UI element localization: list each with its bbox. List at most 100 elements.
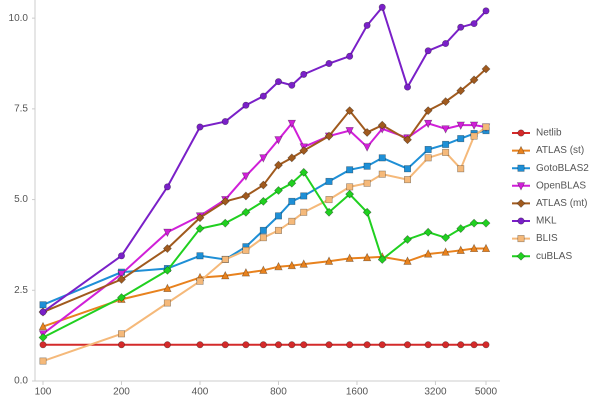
point [259, 341, 267, 349]
point [38, 333, 48, 342]
point [287, 178, 297, 188]
point [346, 166, 354, 174]
x-tick-label: 3200 [424, 387, 447, 398]
legend-label: MKL [536, 216, 557, 227]
point [442, 341, 450, 349]
legend-marker [517, 129, 525, 137]
point [300, 208, 308, 216]
point [470, 132, 478, 140]
point [482, 123, 490, 131]
point [362, 128, 372, 137]
point [324, 131, 334, 141]
point [378, 3, 386, 11]
point [456, 245, 465, 254]
point [299, 259, 308, 268]
point [274, 212, 282, 220]
point [288, 217, 296, 225]
legend-marker [516, 182, 526, 191]
point [404, 341, 412, 349]
point [378, 341, 386, 349]
point [117, 341, 125, 349]
point [220, 218, 230, 228]
point [403, 135, 412, 145]
point [424, 154, 432, 162]
point [39, 308, 47, 316]
point [299, 167, 309, 177]
point [300, 70, 308, 78]
point [242, 101, 250, 109]
point [258, 180, 268, 190]
point [241, 267, 251, 277]
point [274, 226, 282, 234]
point [287, 260, 297, 270]
point [470, 20, 478, 28]
point [469, 121, 479, 131]
point [456, 86, 466, 96]
point [481, 64, 491, 74]
point [287, 153, 297, 163]
point [423, 249, 433, 258]
point [470, 341, 478, 349]
point [424, 341, 432, 349]
line [42, 121, 487, 335]
point [345, 253, 354, 262]
point [345, 189, 355, 199]
y-tick-label: 2.5 [14, 285, 28, 296]
point [274, 186, 283, 195]
line [42, 170, 486, 339]
point [457, 135, 465, 143]
point [377, 120, 387, 130]
legend-label: ATLAS (st) [536, 145, 584, 156]
point [221, 255, 229, 263]
point [441, 97, 451, 107]
line [42, 247, 486, 328]
point [442, 148, 450, 156]
point [363, 179, 371, 187]
point [457, 165, 465, 173]
point [469, 243, 479, 253]
point [346, 341, 354, 349]
point [457, 341, 465, 349]
point [362, 252, 372, 262]
point [163, 228, 172, 238]
point [424, 145, 432, 153]
legend-marker [516, 251, 526, 261]
legend-label: ATLAS (mt) [536, 198, 587, 209]
point [196, 123, 204, 131]
point [300, 192, 308, 200]
point [241, 207, 251, 217]
point [274, 261, 283, 271]
x-tick-label: 1600 [346, 387, 369, 398]
point [259, 234, 267, 242]
point [299, 146, 309, 156]
x-tick-label: 400 [192, 387, 209, 398]
x-tick-label: 5000 [475, 387, 498, 398]
x-tick-label: 800 [270, 387, 287, 398]
point [423, 227, 433, 237]
point [346, 183, 354, 191]
legend-marker [516, 145, 526, 155]
point [274, 160, 283, 170]
point [300, 341, 308, 349]
point [325, 177, 333, 185]
point [163, 183, 171, 191]
point [442, 140, 450, 148]
point [404, 176, 412, 184]
point [403, 235, 412, 244]
point [163, 341, 171, 349]
point [117, 330, 125, 338]
point [482, 341, 490, 349]
point [274, 136, 283, 145]
y-tick-label: 5.0 [14, 194, 28, 205]
point [274, 78, 282, 86]
point [288, 341, 296, 349]
point [442, 40, 450, 48]
point [196, 277, 204, 285]
point [345, 106, 355, 116]
point [345, 127, 354, 136]
point [39, 357, 47, 365]
point [481, 218, 491, 228]
y-tick-label: 7.5 [14, 103, 28, 114]
point [259, 265, 268, 274]
